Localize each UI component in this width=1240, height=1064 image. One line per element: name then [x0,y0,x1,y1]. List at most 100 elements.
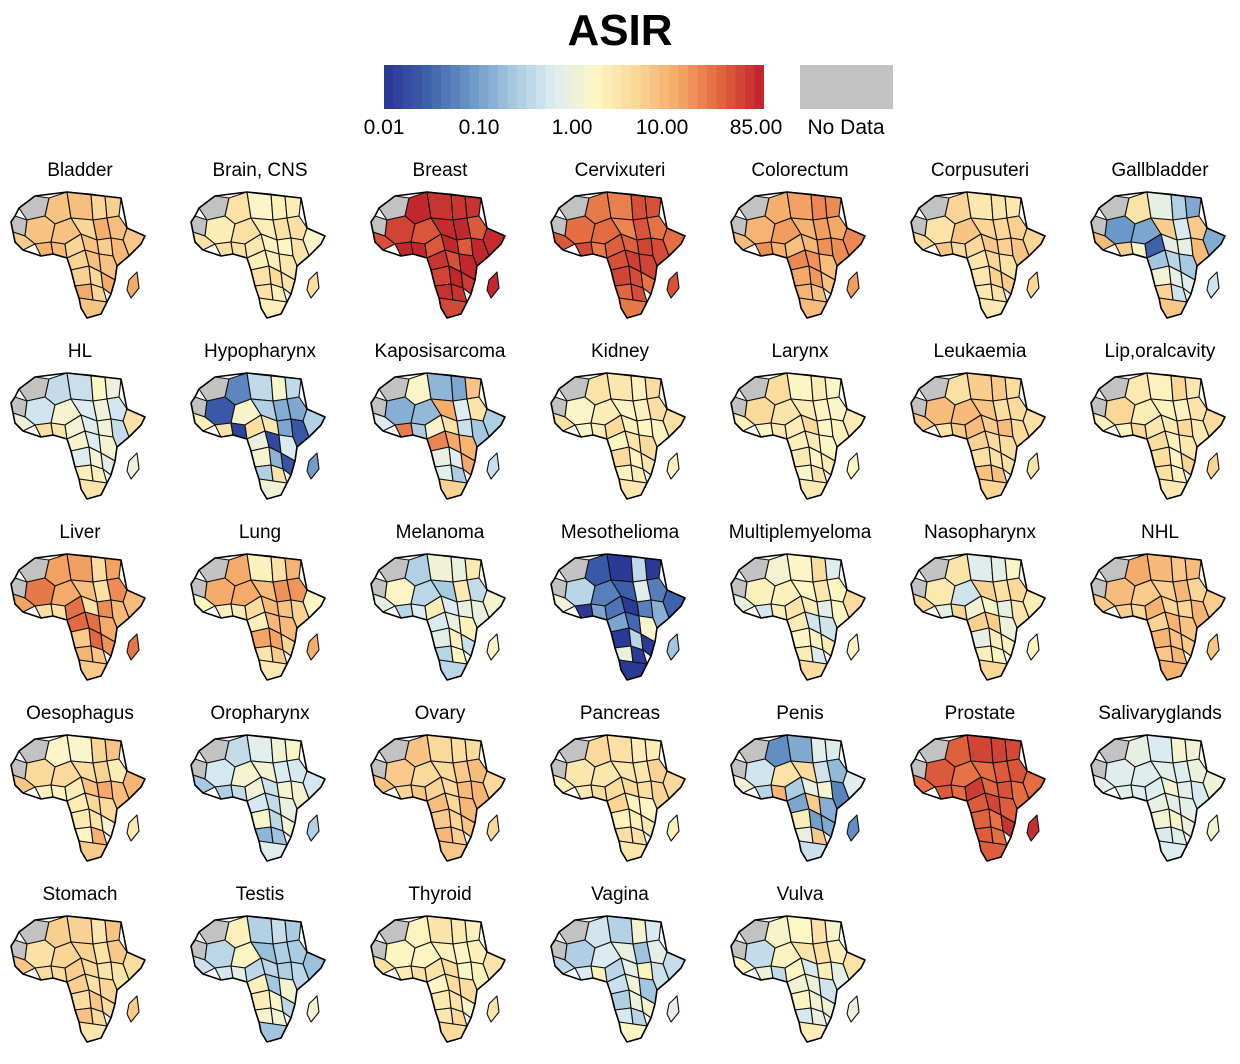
panel-title: Kaposisarcoma [374,341,506,362]
country-region [810,555,828,583]
africa-map [730,915,866,1043]
country-region [810,374,828,402]
legend-color-step [593,65,604,109]
country-region [630,736,648,764]
country-region [630,917,648,945]
country-region [846,814,860,842]
country-region [456,599,474,619]
legend-color-step [707,65,718,109]
country-region [966,372,994,402]
legend-color-step [602,65,613,109]
country-region [816,780,834,800]
country-region [606,191,634,221]
legend-color-step [745,65,756,109]
country-region [78,478,108,500]
country-region [990,736,1008,764]
map-panel: Vulva [720,884,880,1064]
legend-color-step [621,65,632,109]
continent-outline [10,915,146,1043]
country-region [438,840,468,862]
country-region [618,478,648,500]
continent-outline [550,553,686,681]
panel-title: Salivaryglands [1098,703,1222,724]
country-region [464,738,482,762]
country-region [996,418,1014,438]
map-panel: Hypopharynx [180,341,340,521]
country-region [1158,478,1188,500]
country-region [644,919,662,943]
panel-title: Gallbladder [1111,160,1209,181]
country-region [246,553,274,583]
legend-tick: 0.10 [458,116,500,139]
country-region [426,191,454,221]
continent-outline [910,734,1046,862]
country-region [246,734,274,764]
panel-title: Leukaemia [933,341,1027,362]
country-region [618,840,648,862]
country-region [456,237,474,257]
country-region [486,452,500,480]
country-region [258,659,288,681]
panel-title: Corpusuteri [930,160,1030,181]
country-region [450,555,468,583]
country-region [1146,191,1174,221]
map-panel: Cervixuteri [540,160,700,340]
continent-outline [10,191,146,319]
country-region [824,557,842,581]
legend-color-step [612,65,623,109]
country-region [1170,374,1188,402]
continent-outline [370,191,506,319]
country-region [90,193,108,221]
africa-map [1090,191,1226,319]
panel-title: Bladder [47,160,113,181]
country-region [104,557,122,581]
continent-outline [370,553,506,681]
panel-title: Colorectum [751,160,849,181]
country-region [96,418,114,438]
country-region [618,659,648,681]
country-region [306,995,320,1023]
continent-outline [910,191,1046,319]
country-region [606,553,634,583]
legend-color-step [697,65,708,109]
panel-title: Stomach [42,884,118,905]
country-region [798,297,828,319]
country-region [978,840,1008,862]
country-region [824,376,842,400]
africa-map [190,553,326,681]
legend-color-step [526,65,537,109]
continent-outline [10,372,146,500]
country-region [996,599,1014,619]
country-region [1004,738,1022,762]
continent-outline [1090,734,1226,862]
africa-map [910,553,1046,681]
panel-title: Prostate [944,703,1016,724]
panel-title: Multiplemyeloma [728,522,872,543]
country-region [66,372,94,402]
map-panel: HL [0,341,160,521]
country-region [606,734,634,764]
africa-map [370,553,506,681]
country-region [456,418,474,438]
map-panel: Gallbladder [1080,160,1240,340]
map-panel: Larynx [720,341,880,521]
country-region [66,191,94,221]
country-region [636,780,654,800]
country-region [816,961,834,981]
country-region [1184,557,1202,581]
continent-outline [730,915,866,1043]
continent-outline [730,372,866,500]
country-region [1176,237,1194,257]
country-region [978,659,1008,681]
country-region [1206,814,1220,842]
continent-outline [370,372,506,500]
legend-tick: 85.00 [729,116,783,139]
africa-map [730,734,866,862]
panel-title: Oropharynx [210,703,310,724]
country-region [450,193,468,221]
country-region [246,191,274,221]
country-region [1026,271,1040,299]
country-region [1158,840,1188,862]
country-region [284,738,302,762]
country-region [1206,633,1220,661]
